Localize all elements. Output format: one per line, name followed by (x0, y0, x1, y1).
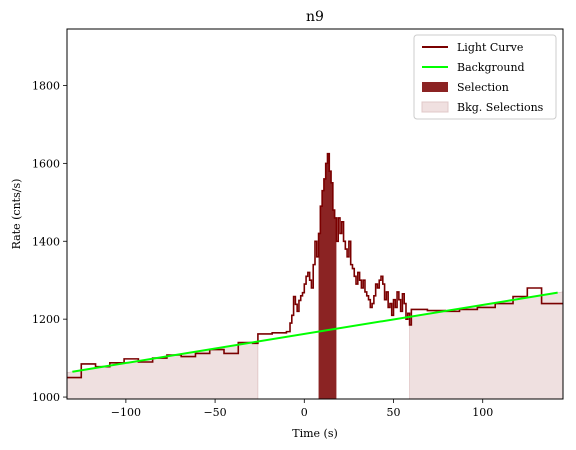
light-curve-series (67, 152, 563, 379)
legend-swatch (422, 82, 448, 92)
legend-label: Light Curve (457, 41, 523, 54)
x-axis-ticks: −100 −50 0 50 100 (111, 399, 493, 419)
legend-swatch (421, 101, 449, 113)
y-tick-label: 1000 (32, 391, 60, 404)
x-axis-label: Time (s) (292, 427, 338, 440)
y-tick-label: 1600 (32, 157, 60, 170)
x-tick-label: −50 (203, 406, 226, 419)
chart-title: n9 (306, 9, 324, 25)
selection-region (318, 153, 337, 399)
selection-fill (318, 153, 337, 399)
y-tick-label: 1200 (32, 313, 60, 326)
background-fit-series (72, 291, 558, 373)
x-tick-label: 100 (472, 406, 493, 419)
legend-label: Bkg. Selections (457, 101, 544, 114)
y-axis-label: Rate (cnts/s) (10, 179, 23, 250)
background-fit-line (72, 291, 558, 373)
light-curve-line (67, 152, 563, 379)
x-tick-label: −100 (111, 406, 141, 419)
y-axis-ticks: 1000 1200 1400 1600 1800 (32, 79, 67, 404)
bkg-selection-regions (66, 291, 564, 400)
legend: Light Curve Background Selection Bkg. Selec… (413, 34, 557, 120)
legend-label: Background (457, 61, 525, 74)
y-tick-label: 1400 (32, 235, 60, 248)
x-tick-label: 0 (301, 406, 308, 419)
bkg-selection-0 (66, 341, 259, 400)
legend-label: Selection (457, 81, 509, 94)
x-tick-label: 50 (387, 406, 401, 419)
y-tick-label: 1800 (32, 79, 60, 92)
plot-frame (66, 28, 564, 400)
legend-box (413, 34, 557, 120)
